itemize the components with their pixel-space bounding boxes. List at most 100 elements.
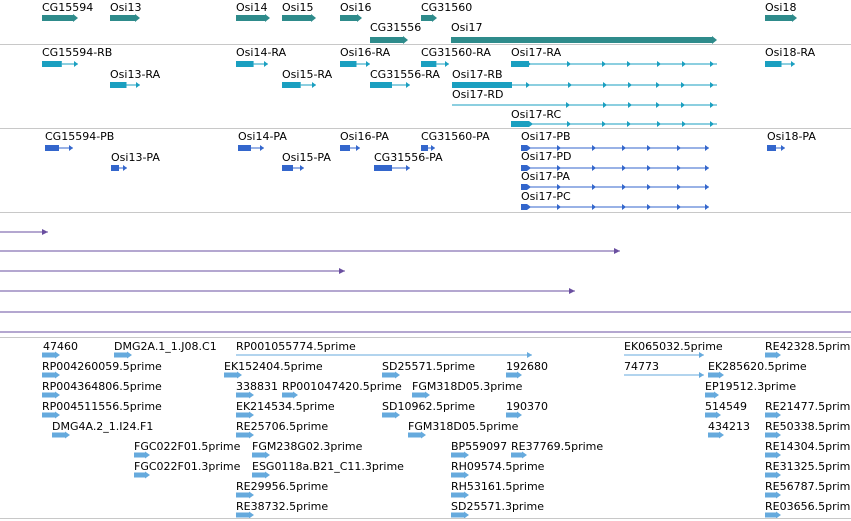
est-label[interactable]: 192680: [506, 360, 548, 373]
est-label[interactable]: EK152404.5prime: [224, 360, 323, 373]
est-label[interactable]: RE38732.5prime: [236, 500, 329, 513]
est-feature-arrow[interactable]: [65, 431, 70, 439]
est-feature-arrow[interactable]: [265, 471, 270, 479]
est-feature[interactable]: [252, 452, 266, 458]
est-feature-arrow[interactable]: [716, 411, 721, 419]
est-label[interactable]: RE37769.5prime: [511, 440, 604, 453]
transcript-feature[interactable]: [421, 61, 437, 67]
transcript-tail-exon-0[interactable]: [74, 61, 78, 67]
est-label[interactable]: FGM238G02.3prime: [252, 440, 363, 453]
protein-feature-exon-5[interactable]: [677, 204, 681, 210]
transcript-feature[interactable]: [282, 82, 301, 88]
gene-label[interactable]: CG31560: [421, 1, 473, 14]
protein-tail-exon-0[interactable]: [300, 165, 304, 171]
est-label[interactable]: RH09574.5prime: [451, 460, 545, 473]
protein-feature-exon-block[interactable]: [521, 184, 527, 190]
est-label[interactable]: FGM318D05.3prime: [412, 380, 523, 393]
est-label[interactable]: RP001047420.5prime: [282, 380, 402, 393]
transcript-feature-exon-1[interactable]: [567, 121, 571, 127]
transcript-tail-exon-0[interactable]: [136, 82, 140, 88]
transcript-feature-exon-1[interactable]: [567, 61, 571, 67]
est-feature[interactable]: [236, 432, 250, 438]
est-label[interactable]: 47460: [43, 340, 78, 353]
protein-feature-exon-3[interactable]: [622, 145, 626, 151]
est-label[interactable]: 190370: [506, 400, 548, 413]
transcript-feature-exon-6[interactable]: [710, 61, 714, 67]
protein-feature-exon-6[interactable]: [705, 145, 709, 151]
gene-feature[interactable]: [421, 15, 433, 21]
est-label[interactable]: BP559097: [451, 440, 508, 453]
protein-label[interactable]: Osi14-PA: [238, 130, 287, 143]
est-feature[interactable]: [511, 452, 523, 458]
transcript-label[interactable]: CG31560-RA: [421, 46, 491, 59]
est-label[interactable]: RE21477.5prime: [765, 400, 851, 413]
protein-label[interactable]: Osi15-PA: [282, 151, 331, 164]
transcript-feature-exon-2[interactable]: [602, 61, 606, 67]
est-feature-arrow[interactable]: [127, 351, 132, 359]
protein-feature-exon-6[interactable]: [705, 165, 709, 171]
transcript-feature-exon-4[interactable]: [657, 121, 661, 127]
transcript-feature[interactable]: [370, 82, 392, 88]
transcript-feature-exon-5[interactable]: [682, 121, 686, 127]
est-feature-arrow[interactable]: [249, 491, 254, 499]
protein-label[interactable]: CG31556-PA: [374, 151, 443, 164]
gene-feature-arrow[interactable]: [135, 14, 140, 22]
transcript-feature-exon-block[interactable]: [511, 121, 529, 127]
protein-feature-exon-2[interactable]: [592, 184, 596, 190]
est-feature-arrow[interactable]: [699, 352, 704, 358]
transcript-label[interactable]: Osi15-RA: [282, 68, 333, 81]
transcript-label[interactable]: CG15594-RB: [42, 46, 113, 59]
transcript-feature-exon-5[interactable]: [682, 61, 686, 67]
protein-feature[interactable]: [767, 145, 776, 151]
protein-tail-exon-0[interactable]: [781, 145, 785, 151]
protein-feature-exon-3[interactable]: [622, 204, 626, 210]
protein-feature-exon-3[interactable]: [622, 165, 626, 171]
est-label[interactable]: RH53161.5prime: [451, 480, 545, 493]
est-feature-arrow[interactable]: [776, 511, 781, 519]
transcript-label[interactable]: CG31556-RA: [370, 68, 440, 81]
est-feature[interactable]: [236, 492, 250, 498]
transcript-feature-exon-4[interactable]: [656, 82, 660, 88]
gene-feature[interactable]: [282, 15, 312, 21]
protein-feature-exon-4[interactable]: [647, 204, 651, 210]
transcript-feature-exon-2[interactable]: [603, 82, 607, 88]
est-feature-arrow[interactable]: [776, 411, 781, 419]
protein-label[interactable]: Osi17-PC: [521, 190, 571, 203]
est-feature-arrow[interactable]: [776, 491, 781, 499]
protein-feature-exon-4[interactable]: [647, 184, 651, 190]
gene-feature[interactable]: [765, 15, 793, 21]
protein-feature-exon-0[interactable]: [527, 204, 531, 210]
transcript-feature-exon-3[interactable]: [656, 102, 660, 108]
gene-feature[interactable]: [340, 15, 358, 21]
transcript-tail-exon-0[interactable]: [366, 61, 370, 67]
est-feature-arrow[interactable]: [464, 471, 469, 479]
protein-tail-exon-0[interactable]: [431, 145, 435, 151]
est-label[interactable]: EK065032.5prime: [624, 340, 723, 353]
transcript-feature-exon-4[interactable]: [657, 61, 661, 67]
est-label[interactable]: FGM318D05.5prime: [408, 420, 519, 433]
protein-feature-exon-0[interactable]: [527, 184, 531, 190]
est-feature[interactable]: [451, 472, 465, 478]
est-label[interactable]: 514549: [705, 400, 747, 413]
transcript-feature-exon-0[interactable]: [527, 61, 531, 67]
transcript-label[interactable]: Osi18-RA: [765, 46, 816, 59]
est-feature-arrow[interactable]: [265, 451, 270, 459]
protein-tail-exon-0[interactable]: [406, 165, 410, 171]
est-feature-arrow[interactable]: [425, 391, 430, 399]
gene-label[interactable]: CG31556: [370, 21, 422, 34]
protein-label[interactable]: Osi16-PA: [340, 130, 389, 143]
est-feature[interactable]: [708, 372, 720, 378]
transcript-feature-exon-6[interactable]: [710, 82, 714, 88]
protein-tail-exon-0[interactable]: [123, 165, 127, 171]
est-label[interactable]: DMG2A.1_1.J08.C1: [114, 340, 217, 353]
protein-feature-exon-1[interactable]: [557, 204, 561, 210]
gene-feature-arrow[interactable]: [792, 14, 797, 22]
protein-feature-exon-2[interactable]: [592, 204, 596, 210]
alignment-hit-end[interactable]: [339, 268, 345, 274]
est-label[interactable]: RE03656.5prime: [765, 500, 851, 513]
est-feature-arrow[interactable]: [421, 431, 426, 439]
protein-feature[interactable]: [45, 145, 59, 151]
est-feature[interactable]: [705, 412, 717, 418]
protein-feature-exon-4[interactable]: [647, 165, 651, 171]
est-feature[interactable]: [42, 392, 56, 398]
